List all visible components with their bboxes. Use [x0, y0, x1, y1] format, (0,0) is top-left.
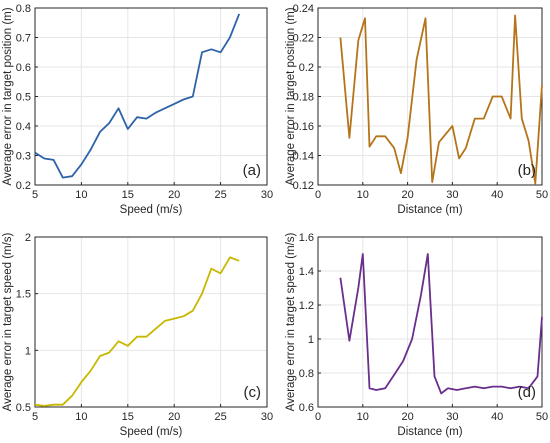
panel-label: (d) [518, 384, 536, 401]
panel-label: (c) [244, 384, 262, 401]
y-tick-label: 1.2 [299, 300, 314, 312]
chart-panel-d: 0 10 20 30 40 50 0.6 0.8 1 1.2 1.4 1.6 Distance (m) A… [285, 232, 548, 438]
x-axis-label: Distance (m) [397, 204, 462, 216]
x-tick-label: 20 [168, 411, 180, 423]
y-tick-label: 0.5 [16, 92, 31, 104]
y-tick-label: 0.18 [293, 92, 314, 104]
y-tick-label: 1 [308, 334, 314, 346]
y-tick-label: 0.4 [16, 121, 31, 133]
y-tick-label: 0.6 [299, 402, 314, 414]
x-axis-label: Speed (m/s) [120, 426, 183, 438]
axes-frame [34, 236, 268, 408]
y-axis-label: Average error in target position (m) [2, 7, 14, 185]
x-tick-label: 25 [214, 189, 226, 201]
panel-label: (a) [243, 162, 261, 179]
x-tick-label: 30 [261, 189, 273, 201]
y-tick-label: 1.6 [299, 232, 314, 244]
chart-panel-b: 0 10 20 30 40 50 0.12 0.14 0.16 0.18 0.2 0.22 0.24 Di… [285, 3, 548, 216]
x-tick-label: 40 [491, 189, 503, 201]
x-tick-label: 50 [536, 189, 548, 201]
y-tick-label: 1.5 [16, 289, 31, 301]
x-tick-label: 15 [122, 189, 134, 201]
x-tick-label: 50 [536, 411, 548, 423]
y-tick-label: 0.24 [293, 3, 314, 15]
panel-label: (b) [518, 162, 536, 179]
x-tick-label: 20 [401, 189, 413, 201]
y-tick-label: 0.22 [293, 33, 314, 45]
x-tick-label: 20 [401, 411, 413, 423]
series-line [339, 253, 543, 395]
y-tick-label: 1.4 [299, 266, 314, 278]
x-tick-label: 10 [75, 411, 87, 423]
y-axis-label: Average error in target speed (m/s) [2, 232, 14, 411]
x-tick-label: 30 [446, 411, 458, 423]
y-tick-label: 0.3 [16, 151, 31, 163]
y-tick-label: 1 [25, 345, 31, 357]
y-axis-label: Average error in target speed (m/s) [285, 232, 297, 411]
axes-frame [317, 236, 543, 408]
y-tick-label: 2 [25, 232, 31, 244]
x-tick-label: 30 [446, 189, 458, 201]
y-tick-label: 0.6 [16, 62, 31, 74]
x-tick-label: 0 [315, 189, 321, 201]
y-tick-label: 0.14 [293, 151, 314, 163]
x-tick-label: 0 [315, 411, 321, 423]
y-tick-label: 0.2 [16, 180, 31, 192]
y-tick-label: 0.5 [16, 402, 31, 414]
chart-panel-c: 5 10 15 20 25 30 0.5 1 1.5 2 Speed (m/s) Average er… [2, 232, 273, 438]
x-tick-label: 15 [122, 411, 134, 423]
series-line [339, 14, 543, 185]
y-tick-label: 0.8 [299, 368, 314, 380]
x-tick-label: 10 [357, 189, 369, 201]
y-tick-label: 0.7 [16, 33, 31, 45]
x-axis-label: Distance (m) [397, 426, 462, 438]
x-tick-label: 5 [32, 411, 38, 423]
y-tick-label: 0.2 [299, 62, 314, 74]
y-tick-label: 0.16 [293, 121, 314, 133]
y-axis-label: Average error in target position (m) [285, 7, 297, 185]
x-tick-label: 30 [261, 411, 273, 423]
x-tick-label: 20 [168, 189, 180, 201]
x-tick-label: 25 [214, 411, 226, 423]
y-tick-label: 0.8 [16, 3, 31, 15]
y-tick-label: 0.12 [293, 180, 314, 192]
x-tick-label: 40 [491, 411, 503, 423]
x-axis-label: Speed (m/s) [120, 204, 183, 216]
x-tick-label: 5 [32, 189, 38, 201]
x-tick-label: 10 [75, 189, 87, 201]
x-tick-label: 10 [357, 411, 369, 423]
series-line [34, 13, 241, 179]
series-line [34, 256, 240, 407]
chart-panel-a: 5 10 15 20 25 30 0.2 0.3 0.4 0.5 0.6 0.7 0.8 Speed (m… [2, 3, 273, 216]
